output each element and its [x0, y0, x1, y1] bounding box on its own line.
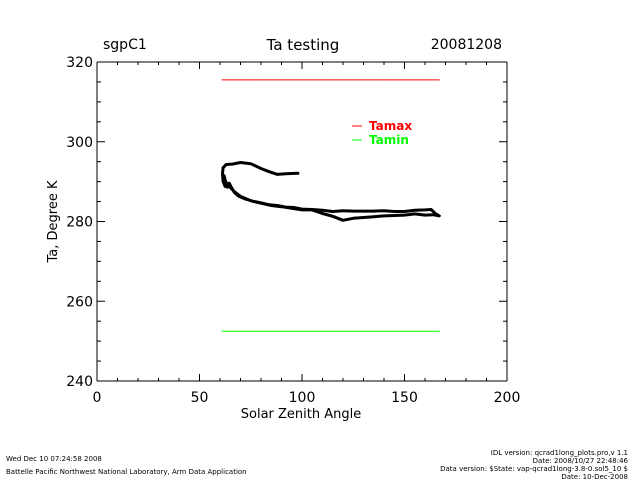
x-axis-label: Solar Zenith Angle	[241, 407, 361, 422]
footer-run-date: Date: 10-Dec-2008	[561, 473, 628, 481]
x-tick-label: 100	[289, 390, 316, 406]
footer-idl-version: IDL version: qcrad1long_plots.pro,v 1.1	[490, 449, 628, 457]
x-tick-label: 200	[494, 390, 521, 406]
chart-title: Ta testing	[266, 36, 340, 54]
date-label: 20081208	[430, 37, 502, 53]
x-tick-label: 0	[93, 390, 102, 406]
x-tick-label: 50	[191, 390, 209, 406]
y-axis-label: Ta, Degree K	[46, 180, 61, 263]
y-tick-label: 240	[66, 374, 93, 390]
series-line-ta	[221, 161, 441, 222]
footer-institution: Battelle Pacific Northwest National Labo…	[6, 468, 247, 476]
y-tick-label: 320	[66, 55, 93, 71]
legend-label-tamin: Tamin	[369, 133, 409, 147]
y-tick-label: 280	[66, 215, 93, 231]
footer-data-version: Data version: $State: vap-qcrad1long-3.8…	[440, 465, 628, 473]
x-tick-label: 150	[391, 390, 418, 406]
footer-timestamp: Wed Dec 10 07:24:58 2008	[6, 455, 102, 463]
y-tick-label: 300	[66, 135, 93, 151]
y-tick-label: 260	[66, 294, 93, 310]
footer-file-date: Date: 2008/10/27 22:48:46	[532, 457, 628, 465]
station-label: sgpC1	[103, 37, 147, 53]
legend-label-tamax: Tamax	[369, 119, 412, 133]
